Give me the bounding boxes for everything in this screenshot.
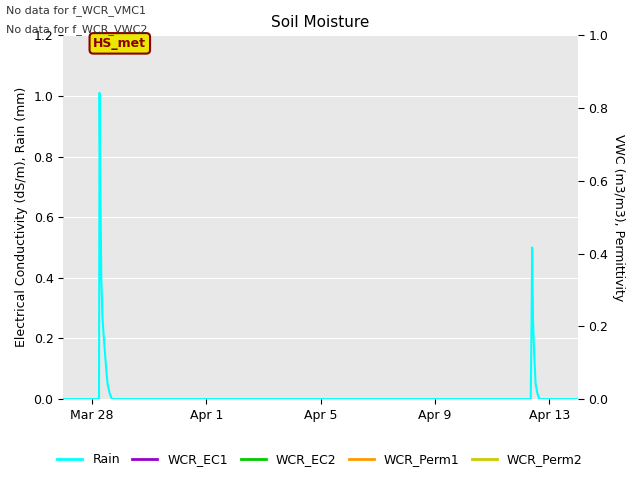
Y-axis label: Electrical Conductivity (dS/m), Rain (mm): Electrical Conductivity (dS/m), Rain (mm…: [15, 87, 28, 348]
Legend: Rain, WCR_EC1, WCR_EC2, WCR_Perm1, WCR_Perm2: Rain, WCR_EC1, WCR_EC2, WCR_Perm1, WCR_P…: [52, 448, 588, 471]
Text: No data for f_WCR_VMC1: No data for f_WCR_VMC1: [6, 5, 147, 16]
Title: Soil Moisture: Soil Moisture: [271, 15, 370, 30]
Text: HS_met: HS_met: [93, 37, 147, 50]
Text: No data for f_WCR_VWC2: No data for f_WCR_VWC2: [6, 24, 148, 35]
Y-axis label: VWC (m3/m3), Permittivity: VWC (m3/m3), Permittivity: [612, 133, 625, 301]
